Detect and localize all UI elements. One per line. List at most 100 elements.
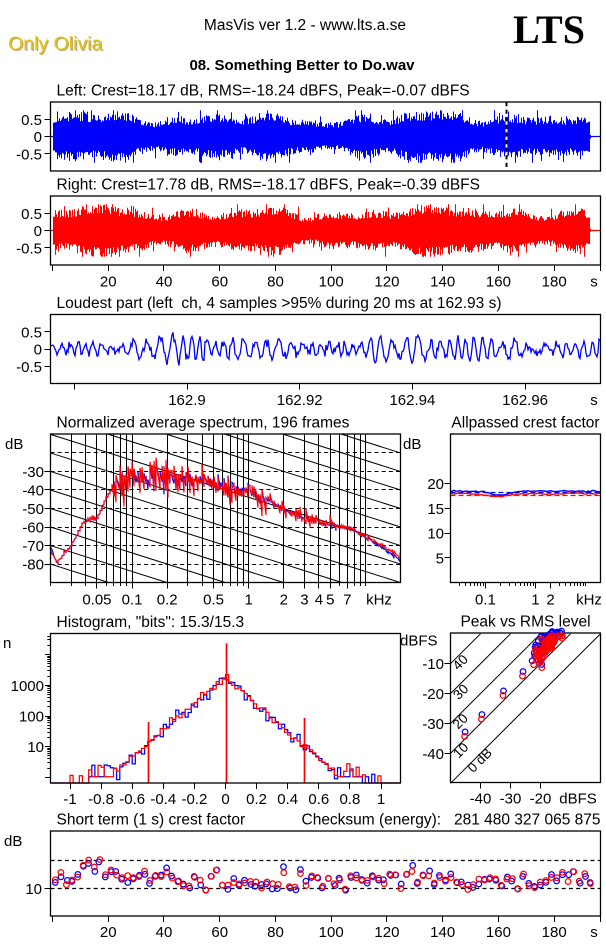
svg-text:0.5: 0.5 [21, 206, 42, 223]
svg-text:162.94: 162.94 [389, 392, 435, 409]
svg-text:0.2: 0.2 [246, 791, 267, 808]
svg-text:Left: Crest=18.17 dB, RMS=-18.: Left: Crest=18.17 dB, RMS=-18.24 dBFS, P… [57, 83, 470, 100]
svg-text:162.9: 162.9 [168, 392, 206, 409]
svg-text:dB: dB [5, 436, 23, 453]
svg-text:0.1: 0.1 [122, 592, 143, 609]
svg-text:40: 40 [156, 924, 173, 941]
svg-text:kHz: kHz [366, 592, 392, 609]
svg-text:kHz: kHz [576, 592, 602, 609]
svg-text:-0.8: -0.8 [88, 791, 114, 808]
svg-text:-20: -20 [530, 791, 552, 808]
svg-text:-0.5: -0.5 [16, 146, 42, 163]
svg-text:180: 180 [542, 274, 567, 291]
svg-text:Normalized average spectrum, 1: Normalized average spectrum, 196 frames [57, 415, 350, 432]
svg-text:20: 20 [100, 274, 117, 291]
svg-text:-40: -40 [22, 482, 44, 499]
svg-text:20: 20 [427, 476, 444, 493]
svg-text:0: 0 [34, 342, 42, 359]
svg-text:0.5: 0.5 [203, 592, 224, 609]
svg-text:0.2: 0.2 [157, 592, 178, 609]
svg-text:80: 80 [267, 924, 284, 941]
svg-text:0: 0 [34, 129, 42, 146]
svg-text:60: 60 [211, 274, 228, 291]
svg-text:Only Olivia: Only Olivia [8, 33, 102, 55]
svg-text:Allpassed crest factor: Allpassed crest factor [451, 415, 599, 432]
svg-text:162.96: 162.96 [502, 392, 548, 409]
svg-text:5: 5 [436, 550, 444, 567]
svg-text:1: 1 [377, 791, 385, 808]
svg-text:20: 20 [100, 924, 117, 941]
svg-text:2: 2 [546, 592, 554, 609]
svg-text:s: s [590, 924, 598, 941]
svg-text:dBFS: dBFS [559, 791, 597, 808]
svg-text:MasVis ver 1.2 - www.lts.a.se: MasVis ver 1.2 - www.lts.a.se [204, 17, 406, 34]
svg-text:100: 100 [319, 274, 344, 291]
svg-text:0.8: 0.8 [339, 791, 360, 808]
svg-text:-30: -30 [422, 716, 444, 733]
svg-text:-0.6: -0.6 [119, 791, 145, 808]
svg-text:08. Something Better to Do.wav: 08. Something Better to Do.wav [189, 57, 415, 74]
svg-text:Right: Crest=17.78 dB, RMS=-18: Right: Crest=17.78 dB, RMS=-18.17 dBFS, … [57, 177, 480, 194]
svg-text:0.05: 0.05 [82, 592, 111, 609]
svg-text:-0.2: -0.2 [181, 791, 207, 808]
svg-text:0.5: 0.5 [21, 324, 42, 341]
svg-text:-1: -1 [63, 791, 76, 808]
svg-text:Short term (1 s) crest factor: Short term (1 s) crest factor [57, 812, 246, 829]
svg-text:140: 140 [430, 274, 455, 291]
svg-text:Only Olivia: Only Olivia [9, 34, 103, 56]
svg-text:4: 4 [315, 592, 323, 609]
svg-text:10: 10 [427, 526, 444, 543]
svg-text:s: s [590, 274, 598, 291]
svg-text:7: 7 [343, 592, 351, 609]
svg-text:-30: -30 [500, 791, 522, 808]
svg-text:Loudest part (left ch, 4 samp: Loudest part (left ch, 4 samples >95% du… [57, 295, 502, 312]
svg-text:3: 3 [300, 592, 308, 609]
svg-text:-70: -70 [22, 538, 44, 555]
svg-text:15: 15 [427, 501, 444, 518]
svg-text:0: 0 [34, 223, 42, 240]
svg-text:-0.5: -0.5 [16, 359, 42, 376]
svg-text:n: n [3, 635, 11, 652]
svg-text:dB: dB [4, 833, 22, 850]
svg-text:120: 120 [374, 924, 399, 941]
svg-text:1: 1 [531, 592, 539, 609]
svg-text:s: s [590, 392, 598, 409]
svg-text:140: 140 [430, 924, 455, 941]
svg-text:-60: -60 [22, 520, 44, 537]
svg-text:-30: -30 [22, 464, 44, 481]
svg-text:60: 60 [211, 924, 228, 941]
svg-text:-40: -40 [422, 746, 444, 763]
svg-text:162.92: 162.92 [277, 392, 323, 409]
svg-text:Peak vs RMS level: Peak vs RMS level [460, 614, 590, 631]
svg-text:5: 5 [326, 592, 334, 609]
svg-text:0.1: 0.1 [475, 592, 496, 609]
svg-text:-10: -10 [422, 656, 444, 673]
svg-text:1: 1 [245, 592, 253, 609]
svg-text:100: 100 [19, 709, 44, 726]
svg-text:100: 100 [319, 924, 344, 941]
svg-text:160: 160 [486, 274, 511, 291]
svg-text:-40: -40 [470, 791, 492, 808]
svg-text:10: 10 [27, 739, 44, 756]
svg-text:10: 10 [25, 881, 42, 898]
svg-text:40: 40 [156, 274, 173, 291]
svg-text:1000: 1000 [11, 678, 44, 695]
svg-text:0: 0 [221, 791, 229, 808]
svg-text:-0.4: -0.4 [150, 791, 176, 808]
svg-text:-0.5: -0.5 [16, 240, 42, 257]
svg-text:160: 160 [486, 924, 511, 941]
svg-text:180: 180 [542, 924, 567, 941]
svg-text:-50: -50 [22, 501, 44, 518]
svg-text:120: 120 [374, 274, 399, 291]
svg-text:Checksum (energy): 281 480 3: Checksum (energy): 281 480 327 065 875 [302, 812, 601, 829]
svg-text:0.4: 0.4 [277, 791, 298, 808]
svg-text:dB: dB [403, 436, 421, 453]
svg-text:0.6: 0.6 [308, 791, 329, 808]
svg-text:-80: -80 [22, 557, 44, 574]
svg-text:-20: -20 [422, 686, 444, 703]
svg-text:80: 80 [267, 274, 284, 291]
svg-text:LTS: LTS [513, 7, 585, 52]
svg-text:2: 2 [280, 592, 288, 609]
svg-text:dBFS: dBFS [400, 633, 438, 650]
svg-text:Histogram, "bits": 15.3/15.3: Histogram, "bits": 15.3/15.3 [57, 614, 245, 631]
